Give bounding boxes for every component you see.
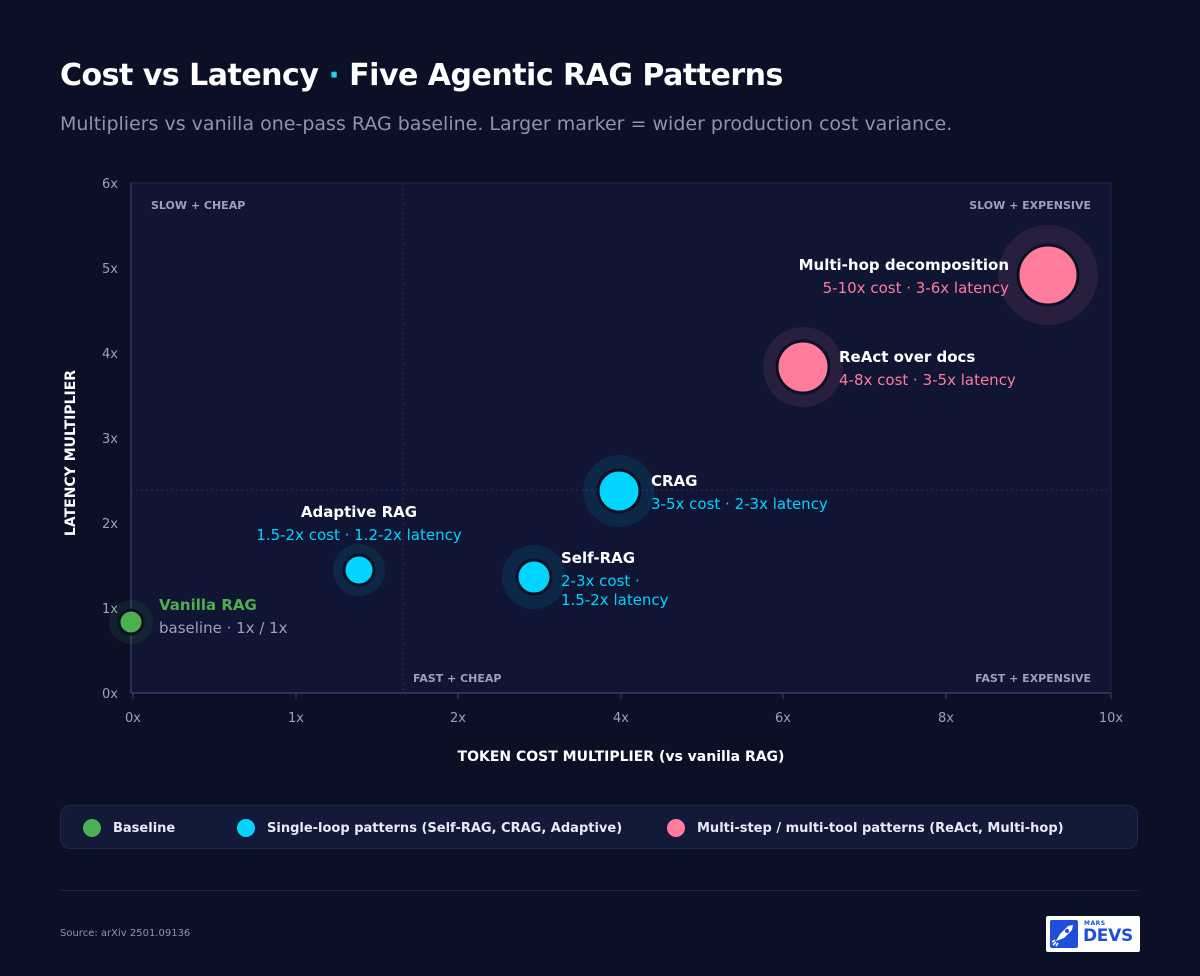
legend-label-single-loop: Single-loop patterns (Self-RAG, CRAG, Ad… [267,820,623,836]
desc-adaptive-rag: 1.5-2x cost · 1.2-2x latency [256,526,462,544]
quadrant-label-slow-expensive: SLOW + EXPENSIVE [969,199,1091,212]
label-react-over-docs: ReAct over docs [839,348,975,366]
y-axis-title: LATENCY MULTIPLIER [63,370,79,536]
label-adaptive-rag: Adaptive RAG [301,503,417,521]
x-tick-label: 6x [775,711,791,726]
legend-swatch-baseline [83,819,101,837]
legend: Baseline Single-loop patterns (Self-RAG,… [60,805,1138,849]
x-tick-label: 1x [288,711,304,726]
label-vanilla-rag: Vanilla RAG [159,596,257,614]
x-axis-title: TOKEN COST MULTIPLIER (vs vanilla RAG) [458,749,785,765]
title-part-1: Cost vs Latency [60,58,319,93]
y-tick-label: 5x [102,262,118,277]
marker-adaptive-rag [342,553,376,587]
legend-label-baseline: Baseline [113,820,176,836]
x-tick-label: 4x [613,711,629,726]
label-crag: CRAG [651,472,697,490]
logo-small-text: MARS [1084,920,1106,927]
desc-crag: 3-5x cost · 2-3x latency [651,495,828,513]
rocket-icon [1050,920,1078,948]
y-tick-label: 4x [102,347,118,362]
source-note: Source: arXiv 2501.09136 [60,928,191,939]
mars-devs-logo: MARS DEVS [1046,916,1140,952]
y-tick-label: 3x [102,432,118,447]
desc-react-over-docs: 4-8x cost · 3-5x latency [839,371,1016,389]
desc-self-rag: 1.5-2x latency [561,591,669,609]
scatter-chart: 0x 1x 2x 4x 6x 8x 10x 0x 1x 2x 3x 4x 5x 6x TOKEN COST … [63,177,1124,765]
plot-area [130,182,1112,694]
label-self-rag: Self-RAG [561,549,635,567]
marker-self-rag [515,558,553,596]
footer-divider [60,890,1138,891]
marker-react-over-docs [775,339,831,395]
legend-swatch-single-loop [237,819,255,837]
marker-vanilla-rag [117,608,145,636]
x-tick-label: 2x [450,711,466,726]
x-tick-label: 0x [125,711,141,726]
y-tick-label: 2x [102,517,118,532]
legend-swatch-multi-step [667,819,685,837]
chart-title: Cost vs Latency · Five Agentic RAG Patte… [60,58,783,93]
marker-multi-hop-decomposition [1016,243,1080,307]
quadrant-label-slow-cheap: SLOW + CHEAP [151,199,245,212]
legend-item-multi-step: Multi-step / multi-tool patterns (ReAct,… [667,806,1064,850]
y-tick-label: 6x [102,177,118,192]
legend-label-multi-step: Multi-step / multi-tool patterns (ReAct,… [697,820,1064,836]
x-tick-label: 10x [1099,711,1124,726]
quadrant-label-fast-cheap: FAST + CHEAP [413,672,501,685]
y-tick-label: 0x [102,687,118,702]
legend-item-baseline: Baseline [83,806,175,850]
title-part-2: Five Agentic RAG Patterns [349,58,783,93]
title-separator: · [318,58,350,93]
label-multi-hop-decomposition: Multi-hop decomposition [799,256,1009,274]
desc-vanilla-rag: baseline · 1x / 1x [159,619,288,637]
marker-crag [596,468,642,514]
chart-subtitle: Multipliers vs vanilla one-pass RAG base… [60,113,953,135]
desc-multi-hop-decomposition: 5-10x cost · 3-6x latency [823,279,1009,297]
desc-self-rag: 2-3x cost · [561,572,640,590]
legend-item-single-loop: Single-loop patterns (Self-RAG, CRAG, Ad… [237,806,622,850]
x-tick-label: 8x [938,711,954,726]
quadrant-label-fast-expensive: FAST + EXPENSIVE [975,672,1091,685]
y-tick-label: 1x [102,602,118,617]
logo-wordmark: DEVS [1083,926,1133,946]
